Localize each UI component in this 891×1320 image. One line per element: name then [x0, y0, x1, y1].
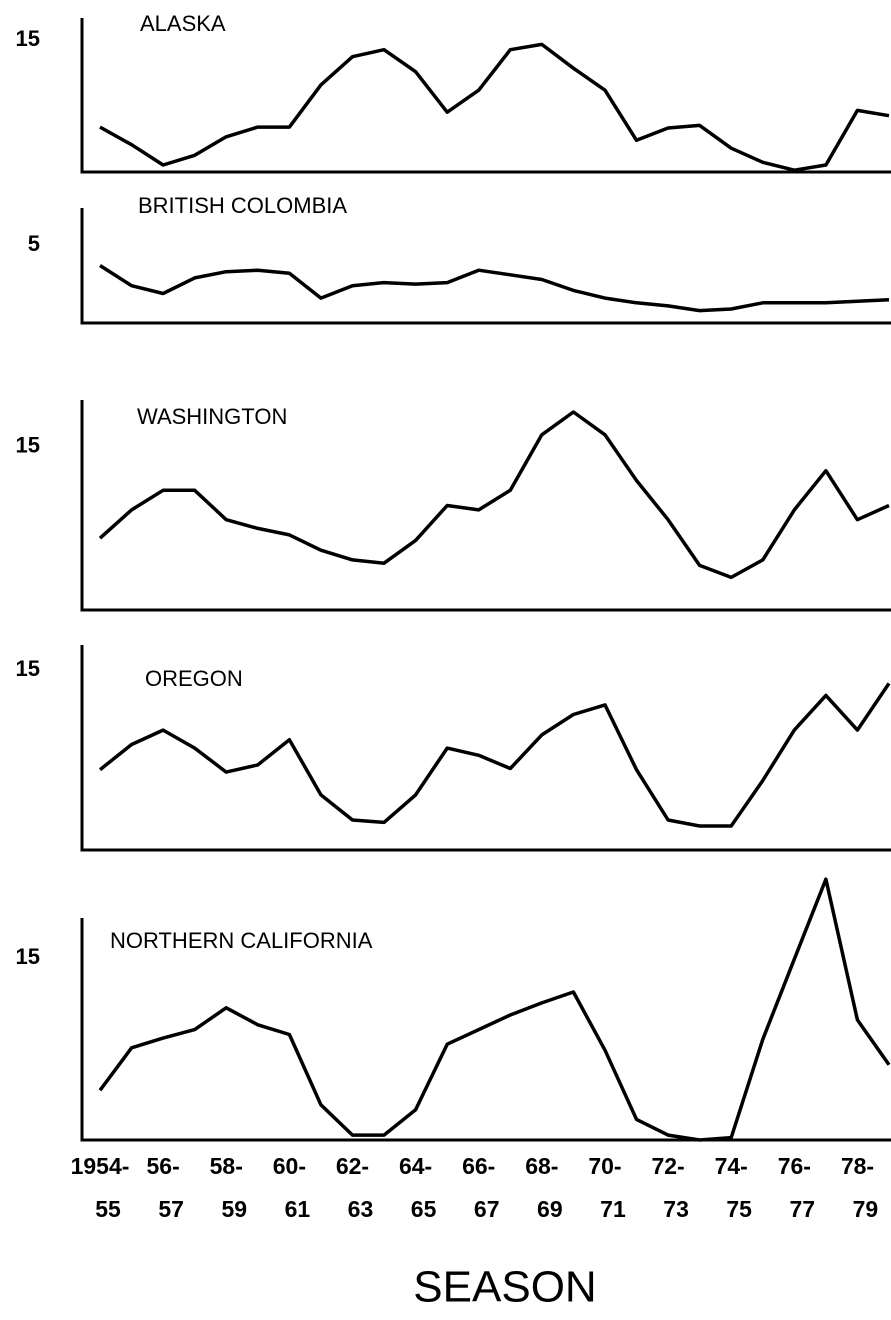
x-tick-label: 73 [663, 1196, 689, 1222]
y-tick-label: 15 [16, 26, 40, 51]
x-tick-label: 67 [474, 1196, 500, 1222]
x-tick-label: 62- [336, 1153, 369, 1179]
x-tick-label: 69 [537, 1196, 563, 1222]
x-tick-label: 79 [853, 1196, 879, 1222]
data-line [98, 410, 890, 580]
x-tick-label: 77 [790, 1196, 816, 1222]
panel-title: OREGON [145, 666, 243, 691]
x-tick-label: 60- [273, 1153, 306, 1179]
x-tick-label: 57 [158, 1196, 184, 1222]
x-tick-label: 68- [525, 1153, 558, 1179]
x-tick-label: 76- [778, 1153, 811, 1179]
data-line [98, 682, 891, 828]
x-tick-label: 55 [95, 1196, 121, 1222]
panel-title: WASHINGTON [137, 404, 287, 429]
x-tick-label: 59 [221, 1196, 247, 1222]
x-axis-title: SEASON [413, 1263, 596, 1312]
x-tick-label: 74- [715, 1153, 748, 1179]
y-tick-label: 15 [16, 944, 40, 969]
data-line [99, 42, 890, 172]
x-tick-label: 61 [285, 1196, 311, 1222]
x-tick-label: 64- [399, 1153, 432, 1179]
x-tick-label: 56- [146, 1153, 179, 1179]
x-tick-label: 78- [841, 1153, 874, 1179]
x-tick-label: 70- [588, 1153, 621, 1179]
x-tick-label: 63 [348, 1196, 374, 1222]
x-tick-label: 66- [462, 1153, 495, 1179]
x-tick-label: 71 [600, 1196, 626, 1222]
y-tick-label: 15 [16, 433, 40, 458]
data-line [99, 264, 890, 313]
x-tick-label: 58- [210, 1153, 243, 1179]
y-tick-label: 15 [16, 656, 40, 681]
x-tick-label: 75 [726, 1196, 752, 1222]
x-tick-label: 65 [411, 1196, 437, 1222]
y-tick-label: 5 [28, 231, 40, 256]
x-tick-label: 72- [651, 1153, 684, 1179]
data-line [98, 877, 891, 1142]
panel-title: BRITISH COLOMBIA [138, 193, 347, 218]
panel-title: ALASKA [140, 11, 226, 36]
x-tick-label: 1954- [71, 1153, 130, 1179]
panel-title: NORTHERN CALIFORNIA [110, 928, 373, 953]
